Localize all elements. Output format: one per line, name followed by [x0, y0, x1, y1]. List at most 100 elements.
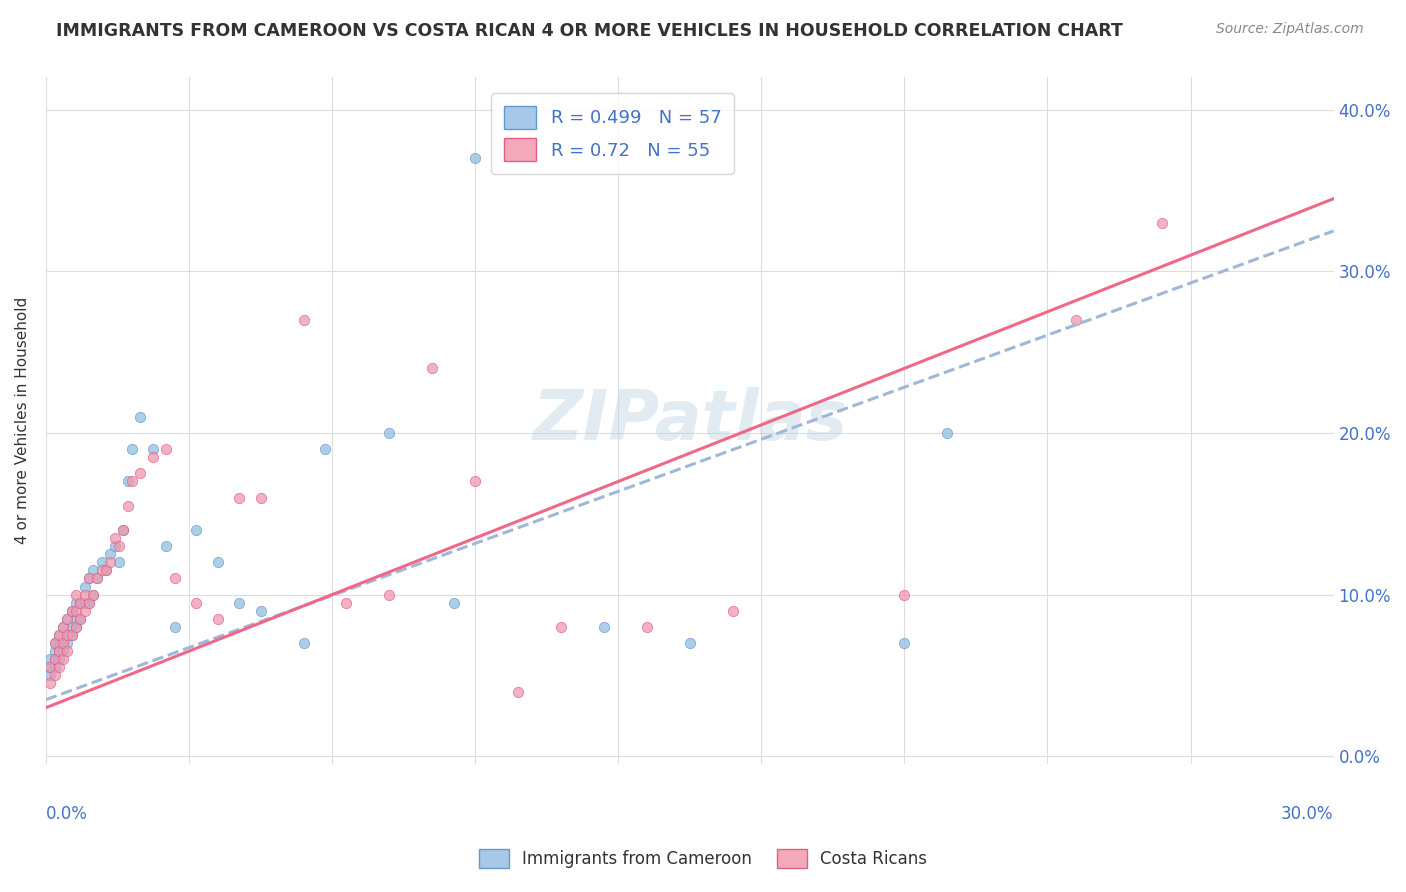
- Point: [52, 652, 75, 666]
- Point: [82, 563, 104, 577]
- Point: [60, 628, 83, 642]
- Point: [52, 620, 75, 634]
- Point: [108, 555, 131, 569]
- Point: [86, 571, 108, 585]
- Point: [550, 620, 572, 634]
- Text: ZIPatlas: ZIPatlas: [533, 387, 848, 454]
- Point: [82, 588, 104, 602]
- Point: [163, 620, 186, 634]
- Point: [44, 636, 66, 650]
- Point: [52, 644, 75, 658]
- Point: [292, 313, 315, 327]
- Point: [679, 636, 702, 650]
- Point: [56, 612, 79, 626]
- Point: [228, 596, 250, 610]
- Text: Source: ZipAtlas.com: Source: ZipAtlas.com: [1216, 22, 1364, 37]
- Point: [636, 620, 658, 634]
- Point: [129, 409, 152, 424]
- Point: [443, 596, 465, 610]
- Point: [117, 475, 139, 489]
- Point: [60, 604, 83, 618]
- Point: [73, 588, 96, 602]
- Point: [73, 596, 96, 610]
- Point: [56, 628, 79, 642]
- Point: [60, 628, 83, 642]
- Point: [314, 442, 336, 457]
- Point: [65, 588, 87, 602]
- Point: [721, 604, 744, 618]
- Point: [69, 612, 91, 626]
- Point: [39, 652, 62, 666]
- Point: [94, 563, 117, 577]
- Point: [94, 563, 117, 577]
- Point: [77, 596, 100, 610]
- Point: [186, 596, 208, 610]
- Point: [65, 620, 87, 634]
- Point: [1150, 216, 1173, 230]
- Point: [292, 636, 315, 650]
- Point: [48, 652, 70, 666]
- Point: [155, 442, 177, 457]
- Point: [56, 628, 79, 642]
- Point: [73, 580, 96, 594]
- Point: [69, 596, 91, 610]
- Point: [936, 425, 959, 440]
- Point: [52, 620, 75, 634]
- Point: [90, 563, 112, 577]
- Point: [48, 636, 70, 650]
- Point: [39, 660, 62, 674]
- Point: [464, 475, 486, 489]
- Point: [893, 588, 915, 602]
- Point: [77, 571, 100, 585]
- Point: [249, 604, 271, 618]
- Point: [65, 620, 87, 634]
- Point: [44, 636, 66, 650]
- Point: [104, 531, 127, 545]
- Point: [464, 151, 486, 165]
- Point: [207, 612, 229, 626]
- Point: [207, 555, 229, 569]
- Point: [77, 596, 100, 610]
- Point: [121, 442, 143, 457]
- Point: [593, 620, 616, 634]
- Point: [112, 523, 135, 537]
- Point: [60, 620, 83, 634]
- Point: [73, 604, 96, 618]
- Point: [155, 539, 177, 553]
- Point: [44, 660, 66, 674]
- Point: [44, 668, 66, 682]
- Point: [121, 475, 143, 489]
- Point: [228, 491, 250, 505]
- Text: 30.0%: 30.0%: [1281, 805, 1334, 823]
- Point: [82, 588, 104, 602]
- Point: [69, 596, 91, 610]
- Point: [186, 523, 208, 537]
- Point: [129, 467, 152, 481]
- Point: [163, 571, 186, 585]
- Point: [420, 361, 443, 376]
- Point: [112, 523, 135, 537]
- Point: [98, 547, 121, 561]
- Point: [65, 596, 87, 610]
- Point: [56, 636, 79, 650]
- Point: [1064, 313, 1087, 327]
- Point: [39, 676, 62, 690]
- Point: [39, 668, 62, 682]
- Y-axis label: 4 or more Vehicles in Household: 4 or more Vehicles in Household: [15, 297, 30, 544]
- Point: [69, 612, 91, 626]
- Point: [378, 425, 401, 440]
- Point: [44, 644, 66, 658]
- Point: [90, 555, 112, 569]
- Legend: R = 0.499   N = 57, R = 0.72   N = 55: R = 0.499 N = 57, R = 0.72 N = 55: [491, 94, 734, 174]
- Point: [65, 612, 87, 626]
- Point: [142, 450, 165, 465]
- Point: [52, 636, 75, 650]
- Point: [77, 571, 100, 585]
- Point: [65, 604, 87, 618]
- Point: [56, 612, 79, 626]
- Point: [98, 555, 121, 569]
- Point: [48, 644, 70, 658]
- Point: [335, 596, 357, 610]
- Point: [86, 571, 108, 585]
- Point: [48, 644, 70, 658]
